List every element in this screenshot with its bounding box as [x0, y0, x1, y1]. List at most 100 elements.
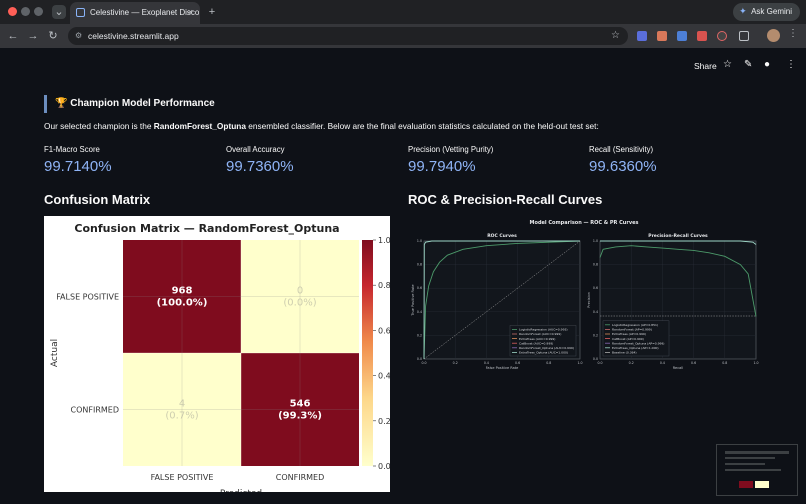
tab-search-button[interactable]: ⌄: [52, 5, 66, 19]
x-tick-label: 0.4: [484, 361, 489, 365]
back-arrow-icon[interactable]: ←: [7, 30, 19, 42]
colorbar-tick-label: 0.6: [378, 326, 390, 335]
intro-model-name: RandomForest_Optuna: [153, 121, 246, 131]
y-tick-label: 0.2: [417, 333, 422, 337]
browser-tab[interactable]: Celestivine — Exoplanet Disco ×: [70, 2, 200, 24]
profile-avatar[interactable]: [767, 29, 780, 42]
browser-tab-strip: ⌄ Celestivine — Exoplanet Disco × + ✦ As…: [0, 0, 806, 24]
window-preview-thumbnail[interactable]: [716, 444, 798, 496]
x-tick-label: 1.0: [753, 361, 758, 365]
x-tick-label: 0.0: [421, 361, 426, 365]
legend-label: ExtraTrees (AP=0.999): [612, 332, 646, 336]
metric-precision: Precision (Vetting Purity) 99.7940%: [408, 145, 493, 175]
legend-label: RandomForest (AUC=0.999): [519, 332, 561, 336]
metric-f1: F1-Macro Score 99.7140%: [44, 145, 112, 175]
extension-icon-1[interactable]: [637, 31, 647, 41]
extensions-puzzle-icon[interactable]: [739, 31, 749, 41]
chart-title: Confusion Matrix — RandomForest_Optuna: [74, 222, 339, 235]
x-tick-label: CONFIRMED: [276, 473, 325, 482]
y-tick-label: 1.0: [593, 239, 598, 243]
legend-label: ExtraTrees_Optuna (AP=1.000): [612, 346, 659, 350]
app-menu-icon[interactable]: ⋮: [786, 59, 796, 70]
intro-prefix: Our selected champion is the: [44, 121, 154, 131]
browser-menu-icon[interactable]: ⋮: [788, 28, 798, 39]
intro-paragraph: Our selected champion is the RandomFores…: [44, 121, 599, 131]
metric-value: 99.7360%: [226, 158, 294, 175]
x-tick-label: 0.2: [453, 361, 458, 365]
plot-panel: ROC Curves 0.00.0 0.2 0.2 0.4 0.4 0.6 0.6 0.8 0.8…: [411, 233, 583, 370]
new-tab-button[interactable]: +: [208, 6, 216, 18]
metric-value: 99.7140%: [44, 158, 112, 175]
legend-label: LogisticRegression (AUC=0.993): [519, 328, 568, 332]
extension-icon-3[interactable]: [677, 31, 687, 41]
ask-gemini-button[interactable]: ✦ Ask Gemini: [733, 3, 800, 21]
confusion-matrix-figure: Confusion Matrix — RandomForest_Optuna 96…: [44, 216, 391, 499]
star-icon[interactable]: ☆: [723, 59, 732, 70]
x-axis-label: False Positive Rate: [486, 366, 519, 370]
series-line: [600, 240, 757, 245]
window-close-button[interactable]: [8, 7, 17, 16]
tab-close-icon[interactable]: ×: [187, 7, 193, 17]
y-tick-label: 0.4: [593, 310, 598, 314]
y-tick-label: 0.6: [593, 286, 598, 290]
colorbar-tick-label: 0.2: [378, 417, 390, 426]
tab-title: Celestivine — Exoplanet Disco: [90, 8, 200, 17]
gemini-sparkle-icon: ✦: [739, 6, 747, 16]
edit-pencil-icon[interactable]: ✎: [744, 59, 753, 70]
legend-box: [602, 320, 670, 357]
confusion-matrix-heading: Confusion Matrix: [44, 192, 151, 207]
bookmark-star-icon[interactable]: ☆: [611, 30, 620, 41]
y-tick-label: 0.8: [593, 263, 598, 267]
series-line: [599, 245, 757, 317]
chart-title: Model Comparison — ROC & PR Curves: [530, 220, 639, 226]
y-tick-label: 0.2: [593, 333, 598, 337]
ask-gemini-label: Ask Gemini: [751, 7, 792, 16]
url-text: celestivine.streamlit.app: [88, 31, 179, 41]
legend-label: ExtraTrees_Optuna (AUC=1.000): [519, 351, 568, 355]
github-icon[interactable]: ●: [764, 59, 771, 70]
y-tick-label: 0.4: [417, 310, 422, 314]
x-tick-label: 0.6: [691, 361, 696, 365]
legend-label: RandomForest (AP=0.999): [612, 328, 652, 332]
browser-toolbar: ← → ↻ ⚙ celestivine.streamlit.app ☆ ⋮: [0, 24, 806, 48]
thumbnail-graphic: [725, 451, 789, 488]
legend-label: RandomForest_Optuna (AP=0.999): [612, 341, 664, 345]
confusion-matrix-chart: Confusion Matrix — RandomForest_Optuna96…: [50, 222, 391, 499]
x-tick-label: FALSE POSITIVE: [151, 473, 214, 482]
address-bar[interactable]: ⚙ celestivine.streamlit.app ☆: [68, 27, 628, 45]
forward-arrow-icon[interactable]: →: [27, 30, 39, 42]
window-minimize-button[interactable]: [21, 7, 30, 16]
metric-value: 99.7940%: [408, 158, 476, 175]
share-button[interactable]: Share: [694, 61, 717, 71]
x-axis-label: Predicted: [220, 489, 262, 492]
series-line: [423, 240, 580, 360]
panel-title: Precision-Recall Curves: [648, 233, 708, 239]
y-tick-label: 0.6: [417, 286, 422, 290]
extension-icon-5[interactable]: [717, 31, 727, 41]
legend-label: RandomForest_Optuna (AUC=0.999): [519, 346, 574, 350]
x-tick-label: 0.6: [515, 361, 520, 365]
x-tick-label: 0.8: [722, 361, 727, 365]
page-favicon-icon: [76, 8, 85, 17]
legend-label: Baseline (0.364): [612, 351, 637, 355]
y-axis-label: True Positive Rate: [411, 284, 415, 316]
reload-icon[interactable]: ↻: [48, 30, 58, 42]
x-tick-label: 0.4: [660, 361, 665, 365]
metric-recall: Recall (Sensitivity) 99.6360%: [589, 145, 657, 175]
x-tick-label: 0.0: [597, 361, 602, 365]
x-axis-label: Recall: [673, 366, 683, 370]
series-line: [423, 240, 581, 360]
y-tick-label: 1.0: [417, 239, 422, 243]
y-tick-label: 0.0: [417, 357, 422, 361]
x-tick-label: 0.2: [629, 361, 634, 365]
y-axis-label: Actual: [50, 339, 60, 367]
legend-label: CatBoost (AUC=0.999): [519, 341, 553, 345]
site-info-icon[interactable]: ⚙: [75, 31, 83, 40]
window-zoom-button[interactable]: [34, 7, 43, 16]
extension-icon-4[interactable]: [697, 31, 707, 41]
series-line: [423, 240, 581, 360]
colorbar-tick-label: 0.4: [378, 372, 390, 381]
metric-label: Overall Accuracy: [226, 145, 285, 154]
roc-pr-heading: ROC & Precision-Recall Curves: [408, 192, 603, 207]
extension-icon-2[interactable]: [657, 31, 667, 41]
